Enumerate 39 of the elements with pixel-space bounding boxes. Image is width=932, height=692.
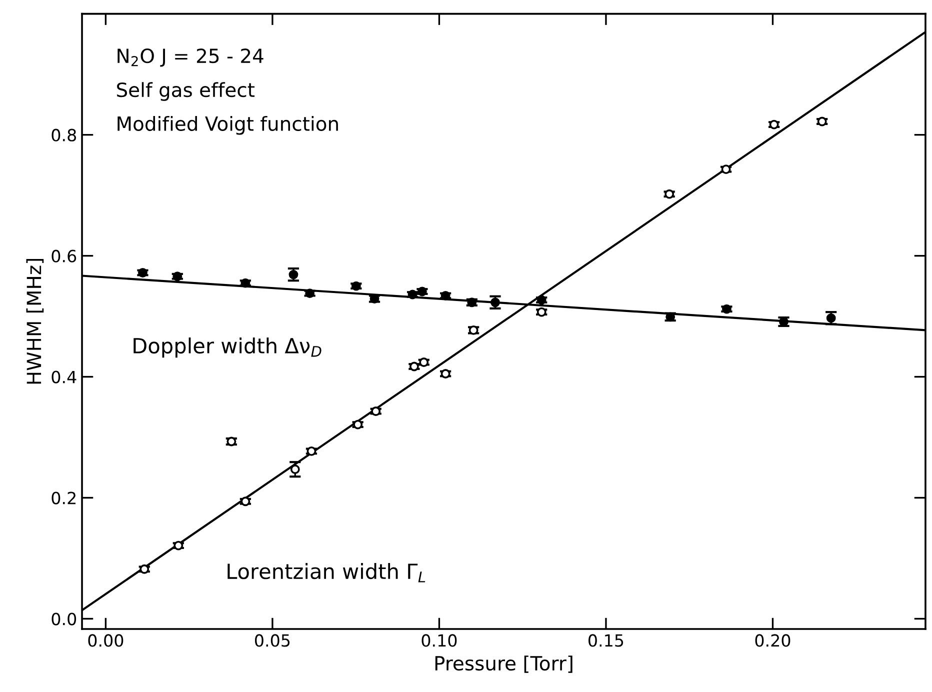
point — [666, 312, 676, 322]
point — [722, 304, 732, 314]
point — [371, 406, 381, 416]
point — [140, 564, 150, 574]
y-tick-label: 0.2 — [52, 492, 76, 504]
text: Doppler width Δν$_{D}$ — [134, 337, 322, 358]
point — [172, 272, 182, 282]
text: Lorentzian width Γ$_{L}$ — [228, 563, 426, 582]
x-tick-label: 0.10 — [422, 634, 457, 647]
x-tick-label: 0.05 — [254, 634, 290, 647]
annotation: Modified Voigt function — [118, 116, 338, 135]
y-tick-label: 0.8 — [52, 128, 76, 142]
x-tick-label: 0.20 — [755, 634, 790, 647]
point — [226, 436, 236, 446]
point — [138, 268, 148, 278]
point — [721, 164, 731, 174]
x-tick-label: 0.15 — [588, 634, 624, 647]
point — [240, 496, 250, 506]
point — [290, 464, 300, 474]
point — [306, 446, 316, 456]
y-tick-label: 0.6 — [52, 250, 76, 262]
point — [536, 307, 546, 317]
point — [288, 270, 298, 280]
point — [440, 291, 450, 300]
y-tick-label: 0.4 — [52, 370, 76, 384]
annotation: N$_{2}$O J = 25 - 24 — [118, 48, 264, 67]
y-tick-label: 0.0 — [52, 612, 76, 626]
point — [305, 288, 315, 298]
point — [467, 298, 477, 308]
point — [240, 278, 250, 288]
point — [440, 369, 450, 378]
point — [353, 420, 363, 430]
point — [490, 298, 500, 308]
y-axis-title: HWHM [MHz] — [26, 259, 44, 384]
point — [536, 295, 546, 305]
annotation: Self gas effect — [117, 82, 255, 101]
x-tick-label: 0.00 — [88, 634, 124, 647]
point — [769, 120, 779, 130]
x-axis-title: Pressure [Torr] — [435, 656, 572, 673]
